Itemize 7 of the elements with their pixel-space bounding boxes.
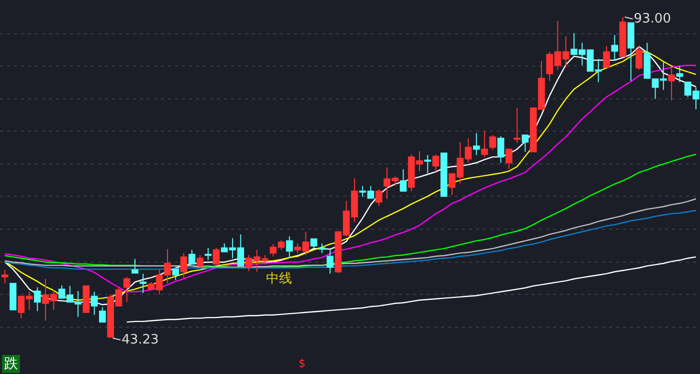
annotation: 93.00	[634, 12, 671, 27]
annotation: 中线	[266, 272, 292, 287]
annotation: 43.23	[122, 332, 159, 348]
annotation: 93.00	[624, 12, 671, 27]
annotation: $	[298, 357, 306, 370]
annotation: 跌	[2, 355, 20, 373]
annotation: 43.23	[112, 332, 159, 348]
